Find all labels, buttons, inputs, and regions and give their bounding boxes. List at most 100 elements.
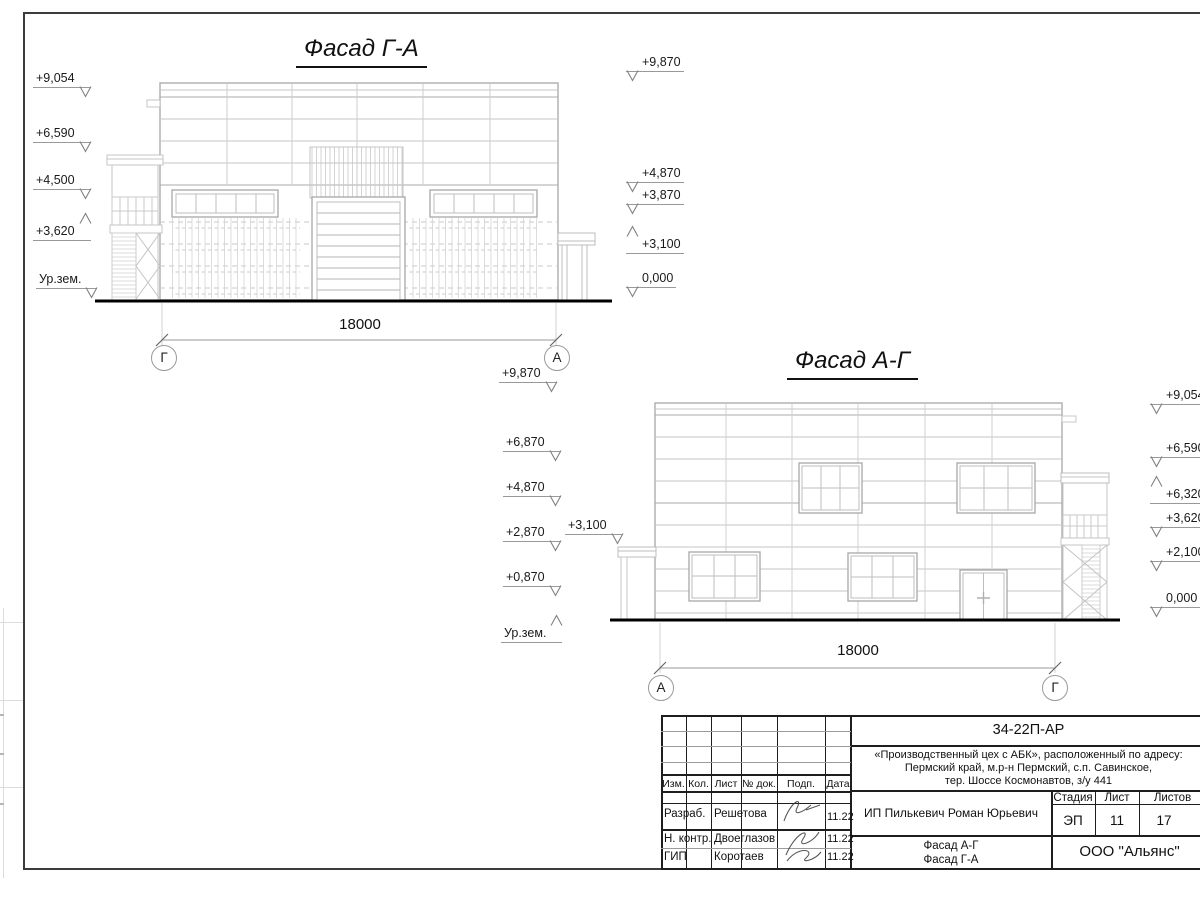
stage-value: ЭП [1063,813,1083,828]
titleblock-line [661,829,851,831]
titleblock-line [661,848,851,849]
titleblock-line [661,803,851,804]
title-block: 34-22П-АР «Производственный цех с АБК», … [661,715,1200,870]
ground-level-mark: Ур.зем. [36,272,98,299]
elevation-value: +6,590 [36,126,75,140]
elevation-arrow-icon [611,533,624,545]
elevation-arrow-icon [626,203,639,215]
facade-ga-dimension: 18000 [339,316,381,333]
drawing-title-line: Фасад Г-А [923,854,979,866]
margin-text-fragment [0,714,4,716]
column-header-doc: № док. [742,778,776,790]
elevation-arrow-icon [626,70,639,82]
facade-ga-dimension-lines [155,303,563,347]
document-number: 34-22П-АР [992,722,1065,738]
facade-ag-dimension-lines [653,623,1062,675]
elevation-arrow-icon [545,381,558,393]
elevation-mark: +3,620 [1150,511,1200,538]
elevation-value: +4,870 [506,480,545,494]
elevation-mark: +3,100 [626,225,684,254]
elevation-arrow-icon [549,450,562,462]
elevation-mark: +4,870 [626,166,684,193]
elevation-arrow-icon [1150,526,1163,538]
sheets-total: 17 [1156,813,1172,828]
elevation-mark: +6,320 [1150,475,1200,504]
facade-ag-door [959,569,1008,621]
elevation-value: +2,100 [1166,545,1200,559]
elevation-arrow-icon [549,495,562,507]
elevation-arrow-icon [626,225,639,237]
elevation-mark: +3,620 [33,212,92,241]
titleblock-line [1095,790,1096,835]
elevation-value: +0,870 [506,570,545,584]
elevation-arrow-icon [79,188,92,200]
elevation-mark: +3,100 [565,518,624,545]
signer-role: ГИП [664,851,687,863]
elevation-value: Ур.зем. [504,626,547,640]
elevation-arrow-icon [79,86,92,98]
elevation-mark: 0,000 [626,271,677,298]
facade-ga-siding-right [408,218,537,298]
elevation-arrow-icon [1150,475,1163,487]
elevation-value: +4,500 [36,173,75,187]
margin-line [0,787,23,788]
facade-ga-ribbon-window-left [171,189,279,218]
signer-name: Двоеглазов [714,833,776,845]
signer-role: Разраб. [664,808,706,820]
frame-left-border [23,12,25,870]
facade-ga-siding-left [172,218,300,298]
facade-ag-window-upper-right [956,462,1036,514]
elevation-arrow-icon [626,181,639,193]
axis-bubble: Г [151,345,177,371]
drawing-title-line: Фасад А-Г [923,840,979,852]
elevation-arrow-icon [1150,606,1163,618]
elevation-mark: +6,590 [1150,441,1200,468]
facade-ga-stair-tower [106,154,164,301]
titleblock-line [1139,790,1140,835]
company-name: ООО "Альянс" [1079,843,1180,860]
signer-name: Коротаев [714,851,764,863]
elevation-arrow-icon [1150,456,1163,468]
elevation-value: +3,870 [642,188,681,202]
elevation-value: +6,320 [1166,487,1200,501]
elevation-arrow-icon [79,212,92,224]
titleblock-line [851,835,1200,837]
axis-bubble: Г [1042,675,1068,701]
elevation-arrow-icon [1150,560,1163,572]
elevation-value: +9,870 [642,55,681,69]
elevation-mark: +4,870 [503,480,562,507]
elevation-value: 0,000 [1166,591,1198,605]
elevation-value: +9,870 [502,366,541,380]
margin-line [0,700,23,701]
facade-ga-louver-panel [309,146,404,199]
elevation-mark: +9,054 [1150,388,1200,415]
frame-bottom-border [23,868,1200,870]
project-address-line: «Производственный цех с АБК», расположен… [874,749,1183,761]
elevation-mark: +9,054 [33,71,92,98]
titleblock-line [1051,790,1053,870]
titleblock-line [851,790,1200,792]
titleblock-line [661,868,1200,870]
facade-ga-gate [311,196,406,301]
titleblock-line [661,791,851,793]
facade-ga-roof-tab [146,99,161,108]
elevation-value: +9,054 [1166,388,1200,402]
client-name: ИП Пилькевич Роман Юрьевич [864,806,1038,820]
elevation-arrow-icon [549,585,562,597]
facade-ag-dimension: 18000 [837,642,879,659]
project-address-line: тер. Шоссе Космонавтов, з/у 441 [944,775,1113,787]
elevation-mark: +2,870 [503,525,562,552]
elevation-mark: +9,870 [499,366,558,393]
elevation-arrow-icon [85,287,98,299]
elevation-value: +3,100 [642,237,681,251]
facade-ga-title: Фасад Г-А [296,35,427,68]
margin-line [0,622,23,623]
margin-line [3,608,4,878]
elevation-arrow-icon [1150,403,1163,415]
facade-ag-stair-tower [1060,415,1110,621]
sheet-number: 11 [1109,813,1124,828]
frame-top-border [23,12,1200,14]
titleblock-line [661,746,851,747]
ground-level-mark: Ур.зем. [501,614,563,643]
